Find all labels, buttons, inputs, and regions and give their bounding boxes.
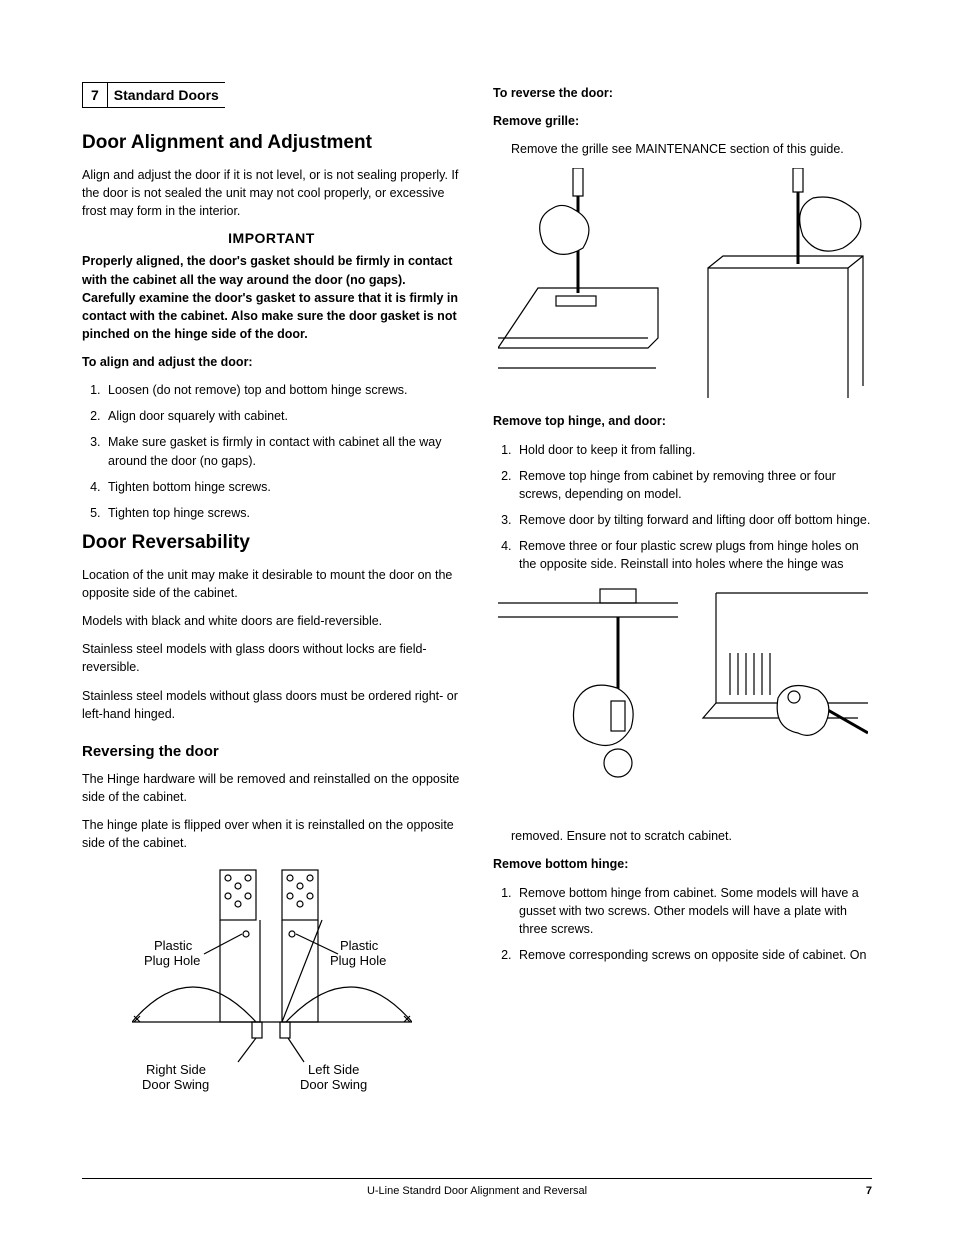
heading-reversing-door: Reversing the door xyxy=(82,743,461,760)
remove-top-hinge-heading: Remove top hinge, and door: xyxy=(493,412,872,430)
align-steps-list: Loosen (do not remove) top and bottom hi… xyxy=(82,381,461,522)
section-title: Standard Doors xyxy=(108,82,225,108)
diagram-label: Left Side xyxy=(308,1062,359,1077)
para-revers-2: Models with black and white doors are fi… xyxy=(82,612,461,630)
remove-grille-heading: Remove grille: xyxy=(493,112,872,130)
diagram-label: Plastic xyxy=(340,938,379,953)
heading-reversability: Door Reversability xyxy=(82,532,461,554)
list-item: Remove bottom hinge from cabinet. Some m… xyxy=(515,884,872,938)
list-item: Align door squarely with cabinet. xyxy=(104,407,461,425)
remove-bottom-hinge-heading: Remove bottom hinge: xyxy=(493,855,872,873)
para-reversing-2: The hinge plate is flipped over when it … xyxy=(82,816,461,852)
page-footer: U-Line Standrd Door Alignment and Revers… xyxy=(82,1178,872,1197)
list-item: Remove door by tilting forward and lifti… xyxy=(515,511,872,529)
para-alignment-intro: Align and adjust the door if it is not l… xyxy=(82,166,461,220)
list-item: Make sure gasket is firmly in contact wi… xyxy=(104,433,461,469)
left-column: 7 Standard Doors Door Alignment and Adju… xyxy=(82,82,461,1136)
heading-alignment: Door Alignment and Adjustment xyxy=(82,132,461,154)
list-item: Remove top hinge from cabinet by removin… xyxy=(515,467,872,503)
top-hinge-illustration xyxy=(498,168,868,398)
list-item: Tighten bottom hinge screws. xyxy=(104,478,461,496)
top-hinge-steps: Hold door to keep it from falling. Remov… xyxy=(493,441,872,574)
list-item: Remove corresponding screws on opposite … xyxy=(515,946,872,964)
align-steps-heading: To align and adjust the door: xyxy=(82,353,461,371)
para-reversing-1: The Hinge hardware will be removed and r… xyxy=(82,770,461,806)
list-item: Tighten top hinge screws. xyxy=(104,504,461,522)
footer-title: U-Line Standrd Door Alignment and Revers… xyxy=(82,1185,872,1197)
list-item: Remove three or four plastic screw plugs… xyxy=(515,537,872,573)
section-number: 7 xyxy=(82,82,108,108)
important-text: Properly aligned, the door's gasket shou… xyxy=(82,252,461,343)
bottom-hinge-steps: Remove bottom hinge from cabinet. Some m… xyxy=(493,884,872,965)
remove-grille-text: Remove the grille see MAINTENANCE sectio… xyxy=(493,140,872,158)
page-content: 7 Standard Doors Door Alignment and Adju… xyxy=(0,0,954,1136)
para-revers-3: Stainless steel models with glass doors … xyxy=(82,640,461,676)
list-item: Hold door to keep it from falling. xyxy=(515,441,872,459)
para-revers-4: Stainless steel models without glass doo… xyxy=(82,687,461,723)
para-revers-1: Location of the unit may make it desirab… xyxy=(82,566,461,602)
removed-note: removed. Ensure not to scratch cabinet. xyxy=(493,827,872,845)
diagram-label: Right Side xyxy=(146,1062,206,1077)
diagram-label: Door Swing xyxy=(300,1077,367,1092)
diagram-label: Plug Hole xyxy=(144,953,200,968)
bottom-hinge-illustration xyxy=(498,583,868,813)
diagram-label: Door Swing xyxy=(142,1077,209,1092)
diagram-label: Plastic xyxy=(154,938,193,953)
list-item: Loosen (do not remove) top and bottom hi… xyxy=(104,381,461,399)
hinge-plate-diagram: Plastic Plug Hole Plastic Plug Hole Righ… xyxy=(132,862,412,1122)
diagram-label: Plug Hole xyxy=(330,953,386,968)
right-column: To reverse the door: Remove grille: Remo… xyxy=(493,82,872,1136)
section-header-box: 7 Standard Doors xyxy=(82,82,225,108)
important-label: IMPORTANT xyxy=(82,230,461,246)
to-reverse-heading: To reverse the door: xyxy=(493,84,872,102)
